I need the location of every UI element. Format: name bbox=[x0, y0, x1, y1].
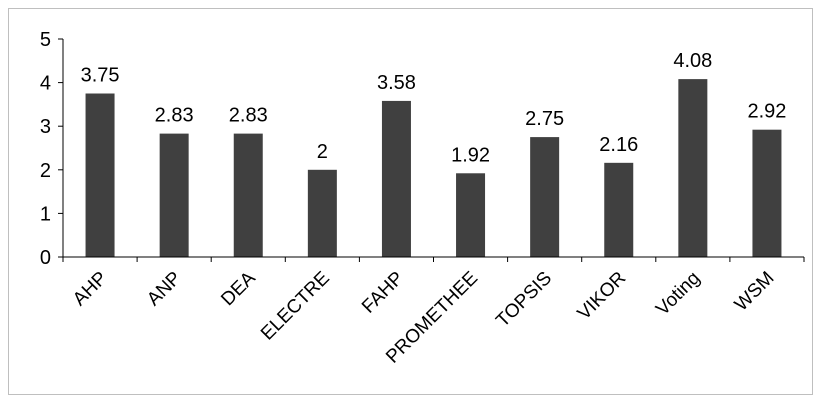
data-label-promethee: 1.92 bbox=[451, 144, 490, 166]
y-tick-label: 0 bbox=[40, 247, 51, 269]
data-labels: 3.75 2.83 2.83 2 3.58 1.92 2.75 2.16 4.08 2.92 bbox=[81, 50, 787, 166]
y-tick-label: 2 bbox=[40, 160, 51, 182]
bar-electre bbox=[307, 169, 337, 257]
data-label-fahp: 3.58 bbox=[377, 72, 416, 94]
data-label-dea: 2.83 bbox=[229, 105, 268, 127]
data-label-voting: 4.08 bbox=[673, 50, 712, 72]
bar-ahp bbox=[85, 93, 115, 257]
y-tick-label: 4 bbox=[40, 73, 51, 95]
bar-promethee bbox=[456, 173, 486, 257]
y-tick-label: 5 bbox=[40, 29, 51, 51]
x-tick-label-vikor: VIKOR bbox=[574, 268, 631, 325]
data-label-anp: 2.83 bbox=[155, 105, 194, 127]
x-tick-label-ahp: AHP bbox=[69, 268, 111, 310]
bar-wsm bbox=[752, 129, 782, 257]
data-label-vikor: 2.16 bbox=[599, 134, 638, 156]
bar-chart: 0 1 2 3 4 5 3.75 2.83 2.83 2 3.58 1.92 2.75 2.16 4.08… bbox=[40, 29, 805, 368]
x-tick-label-electre: ELECTRE bbox=[257, 268, 334, 345]
bar-anp bbox=[159, 133, 189, 257]
bar-topsis bbox=[530, 137, 560, 257]
y-tick-label: 3 bbox=[40, 116, 51, 138]
y-axis-ticks: 0 1 2 3 4 5 bbox=[40, 29, 805, 269]
bar-vikor bbox=[604, 162, 634, 257]
data-label-topsis: 2.75 bbox=[525, 108, 564, 130]
chart-frame: 0 1 2 3 4 5 3.75 2.83 2.83 2 3.58 1.92 2.75 2.16 4.08… bbox=[8, 8, 813, 395]
data-label-electre: 2 bbox=[317, 141, 328, 163]
x-tick-label-dea: DEA bbox=[217, 267, 260, 310]
bar-fahp bbox=[381, 100, 411, 257]
y-tick-label: 1 bbox=[40, 203, 51, 225]
x-tick-label-fahp: FAHP bbox=[358, 268, 408, 318]
bars bbox=[85, 79, 782, 257]
x-tick-label-wsm: WSM bbox=[731, 268, 779, 316]
data-label-ahp: 3.75 bbox=[81, 65, 120, 87]
x-tick-label-anp: ANP bbox=[143, 268, 185, 310]
x-tick-label-voting: Voting bbox=[652, 268, 704, 320]
x-tick-label-topsis: TOPSIS bbox=[492, 268, 556, 332]
data-label-wsm: 2.92 bbox=[747, 101, 786, 123]
bar-dea bbox=[233, 133, 263, 257]
bar-voting bbox=[678, 79, 708, 257]
